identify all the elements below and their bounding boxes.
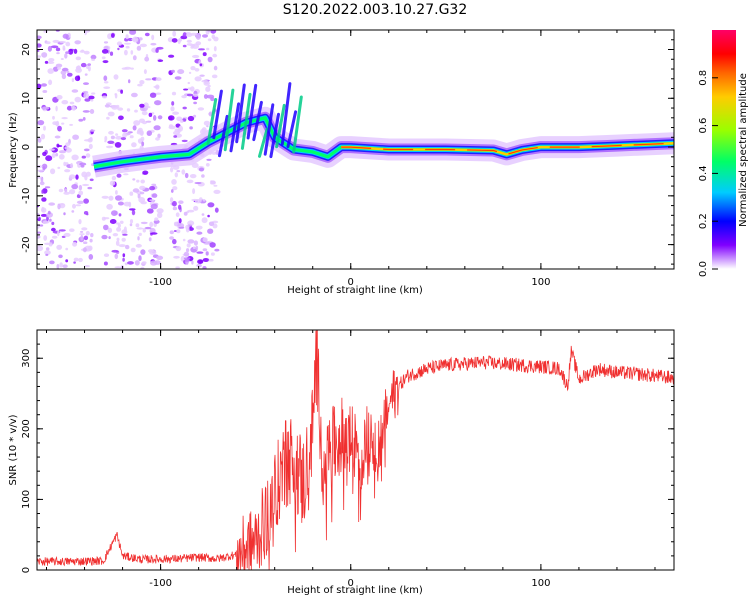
heatmap-y-tick-label: 0 [21, 144, 32, 150]
snr-y-tick-label: 300 [21, 349, 32, 368]
colorbar-tick-label: 0.4 [698, 165, 709, 181]
colorbar [712, 30, 736, 269]
snr-x-tick-label: 100 [531, 578, 550, 589]
snr-frame [36, 329, 675, 571]
colorbar-ticks: 0.0 0.2 0.4 0.6 0.8 [698, 70, 718, 277]
colorbar-tick-label: 0.8 [698, 70, 709, 86]
snr-x-tick-label: 0 [348, 578, 354, 589]
heatmap-transition-streaks [206, 82, 303, 159]
heatmap-x-tick-label: 100 [531, 277, 550, 288]
snr-x-tick-label: -100 [149, 578, 172, 589]
heatmap-y-tick-label: 10 [21, 92, 32, 105]
colorbar-tick-label: 0.6 [698, 118, 709, 134]
snr-y-tick-label: 0 [21, 567, 32, 573]
snr-axes: -100 0 100 0 100 200 300 [21, 329, 674, 589]
snr-x-axis-label: Height of straight line (km) [287, 585, 423, 596]
heatmap-y-tick-label: -20 [21, 236, 32, 252]
heatmap-plot-area [37, 30, 674, 269]
snr-plot-area [37, 330, 674, 570]
colorbar-label: Normalized spectral amplitude [738, 73, 749, 227]
snr-y-tick-label: 200 [21, 419, 32, 438]
heatmap-x-tick-label: -100 [149, 277, 172, 288]
heatmap-ridge [92, 106, 674, 178]
snr-y-tick-label: 100 [21, 490, 32, 509]
heatmap-x-axis-label: Height of straight line (km) [287, 285, 423, 296]
chart-title: S120.2022.003.10.27.G32 [282, 2, 468, 18]
heatmap-y-tick-label: 20 [21, 43, 32, 56]
snr-y-axis-label: SNR (10 * v/v) [8, 414, 19, 485]
snr-series-line [37, 330, 674, 570]
colorbar-tick-label: 0.0 [698, 261, 709, 277]
heatmap-x-tick-label: 0 [348, 277, 354, 288]
heatmap-y-tick-label: -10 [21, 188, 32, 204]
heatmap-frame [36, 29, 675, 270]
colorbar-tick-label: 0.2 [698, 213, 709, 229]
heatmap-y-axis-label: Frequency (Hz) [8, 112, 19, 188]
